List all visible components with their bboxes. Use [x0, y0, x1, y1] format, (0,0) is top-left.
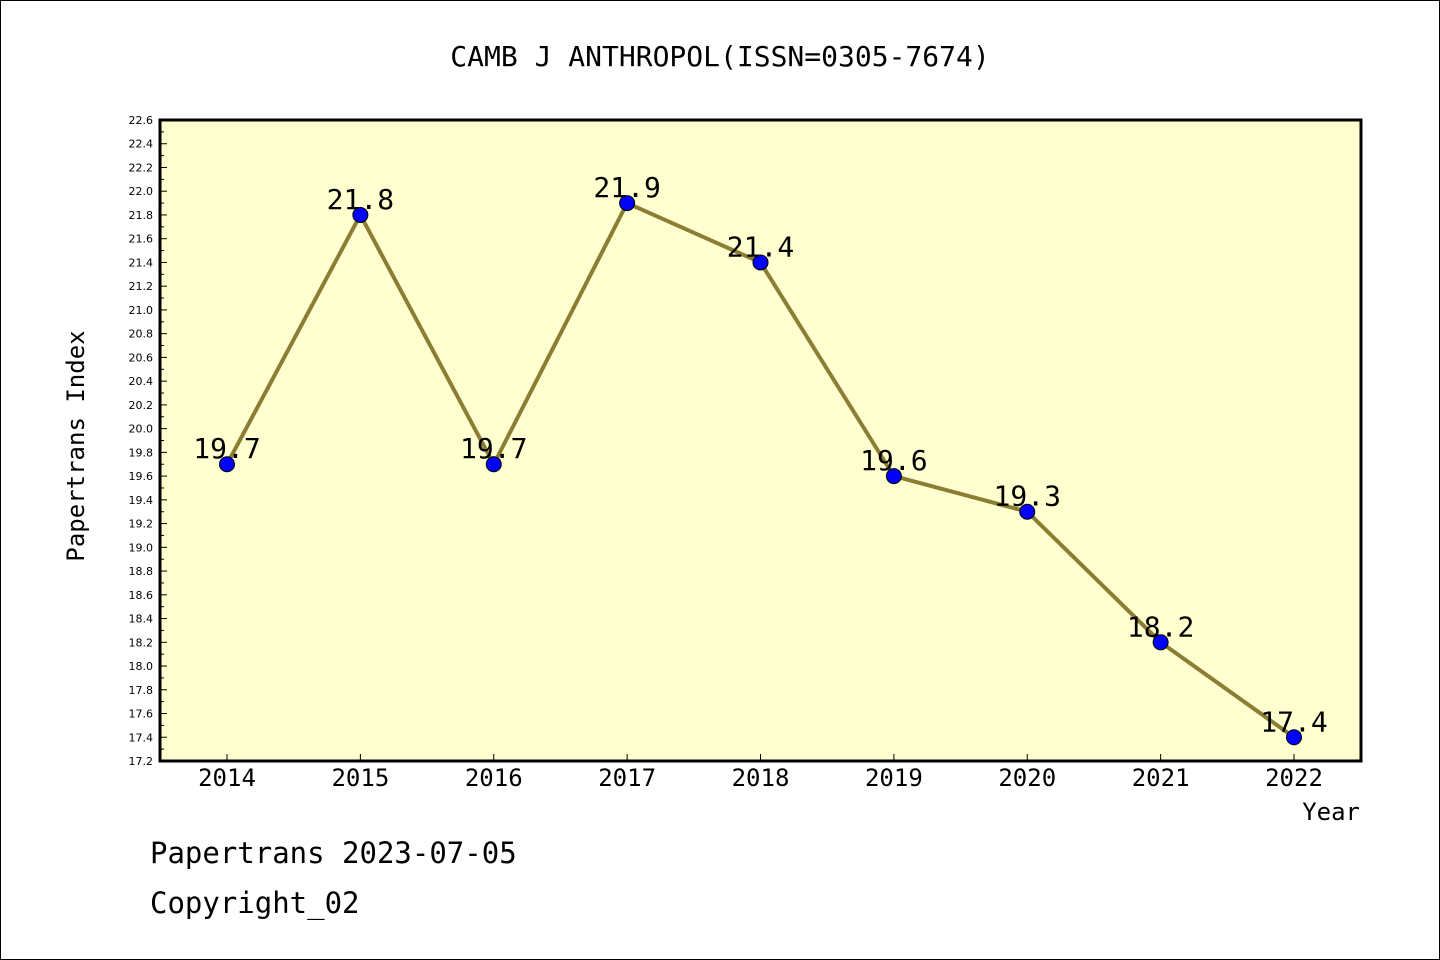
y-axis: 17.2 17.4 17.6 17.8 18.0 18.2 18.4 18.6 18.8 19.0…	[129, 114, 167, 768]
y-tick-label: 17.4	[129, 731, 154, 744]
y-tick-label: 19.8	[129, 446, 154, 459]
y-tick-label: 20.8	[129, 328, 154, 341]
data-point	[219, 456, 235, 473]
y-tick-label: 17.8	[129, 684, 154, 697]
footer-date: Papertrans 2023-07-05	[150, 836, 517, 870]
y-tick-label: 17.6	[129, 708, 154, 721]
y-tick-label: 18.6	[129, 589, 154, 602]
x-tick-label: 2018	[732, 764, 790, 792]
data-label: 19.3	[994, 480, 1061, 513]
y-tick-label: 20.4	[129, 375, 154, 388]
y-tick-label: 21.4	[129, 256, 154, 269]
y-tick-label: 20.0	[129, 423, 154, 436]
y-tick-label: 21.0	[129, 304, 154, 317]
x-tick-label: 2016	[465, 764, 523, 792]
data-point	[1019, 503, 1036, 520]
x-tick-label: 2020	[998, 764, 1056, 792]
data-point	[352, 206, 369, 223]
y-tick-label: 21.8	[129, 209, 154, 222]
y-tick-label: 22.2	[129, 161, 154, 174]
y-tick-label: 19.6	[129, 470, 154, 483]
data-label: 19.6	[860, 444, 927, 477]
x-tick-label: 2019	[865, 764, 923, 792]
x-tick-label: 2014	[198, 764, 256, 792]
data-label: 21.9	[593, 171, 660, 204]
chart-title: CAMB J ANTHROPOL(ISSN=0305-7674)	[450, 40, 989, 73]
data-label: 17.4	[1260, 705, 1327, 738]
y-tick-label: 21.2	[129, 280, 154, 293]
x-tick-label: 2017	[598, 764, 656, 792]
y-tick-label: 19.0	[129, 541, 154, 554]
data-label: 21.8	[327, 183, 394, 216]
x-tick-label: 2022	[1265, 764, 1323, 792]
x-tick-label: 2021	[1132, 764, 1190, 792]
x-tick-label: 2015	[331, 764, 389, 792]
y-tick-label: 18.2	[129, 636, 154, 649]
y-tick-label: 20.2	[129, 399, 154, 412]
y-tick-label: 18.8	[129, 565, 154, 578]
data-point	[1286, 729, 1302, 746]
x-axis-label: Year	[1302, 798, 1360, 826]
data-label: 19.7	[193, 432, 260, 465]
data-point	[1152, 634, 1169, 651]
y-tick-label: 20.6	[129, 351, 154, 364]
data-label: 21.4	[727, 230, 794, 263]
data-point	[619, 195, 636, 212]
y-tick-label: 18.4	[129, 613, 154, 626]
data-label: 18.2	[1127, 610, 1194, 643]
series-group: 19.7 21.8 19.7 21.9 21.4 19.6 19.3 18.2 17.4	[193, 171, 1328, 746]
plot-area	[158, 118, 1363, 763]
y-tick-label: 18.0	[129, 660, 154, 673]
footer-copyright: Copyright_02	[150, 886, 360, 920]
x-axis: 2014 2015 2016 2017 2018 2019 2020 2021 2022	[198, 754, 1323, 792]
data-point	[752, 254, 769, 271]
y-tick-label: 19.2	[129, 518, 154, 531]
data-point	[885, 468, 902, 485]
y-tick-label: 22.4	[129, 138, 154, 151]
data-label: 19.7	[460, 432, 527, 465]
y-tick-label: 21.6	[129, 233, 154, 246]
y-tick-label: 22.6	[129, 114, 154, 127]
data-point	[485, 456, 502, 473]
y-tick-label: 17.2	[129, 755, 154, 768]
y-tick-label: 22.0	[129, 185, 154, 198]
y-axis-label: Papertrans Index	[62, 330, 90, 561]
y-tick-label: 19.4	[129, 494, 154, 507]
